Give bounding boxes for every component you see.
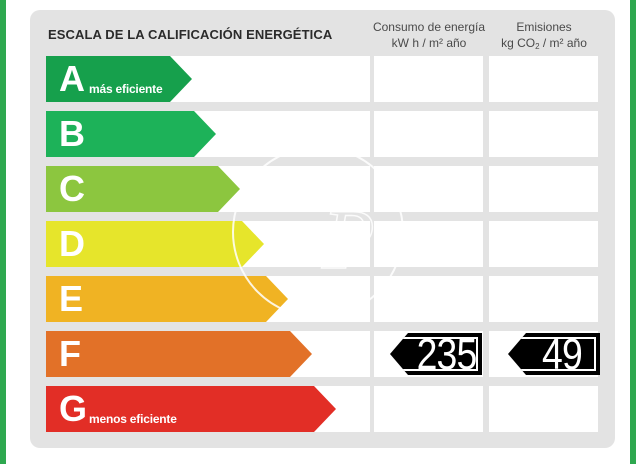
grade-arrow-e: E — [46, 276, 288, 322]
emissions-column-header: Emisiones kg CO2 / m² año — [484, 19, 604, 55]
energy-cell-a — [374, 56, 483, 102]
grade-letter-a: A — [59, 58, 85, 99]
emissions-rating-badge: 49 — [508, 333, 600, 375]
emissions-cell-g — [489, 386, 598, 432]
energy-cell-d — [374, 221, 483, 267]
emissions-unit-suffix: / m² año — [539, 36, 587, 50]
emissions-header-line2: kg CO2 / m² año — [484, 35, 604, 55]
grade-letter-g: G — [59, 388, 88, 429]
emissions-cell-d — [489, 221, 598, 267]
grade-arrow-c: C — [46, 166, 240, 212]
energy-rating-value: 235 — [416, 330, 477, 379]
grade-letter-b: B — [59, 113, 85, 154]
emissions-cell-a — [489, 56, 598, 102]
emissions-cell-c — [489, 166, 598, 212]
energy-cell-b — [374, 111, 483, 157]
grade-letter-e: E — [59, 278, 84, 319]
energy-cell-e — [374, 276, 483, 322]
emissions-unit-subscript: 2 — [535, 42, 540, 51]
emissions-unit-prefix: kg CO — [501, 36, 536, 50]
grade-letter-f: F — [59, 333, 81, 374]
scale-title: ESCALA DE LA CALIFICACIÓN ENERGÉTICA — [48, 27, 333, 42]
energy-column-header: Consumo de energía kW h / m² año — [370, 19, 488, 51]
grade-sublabel-a: más eficiente — [89, 82, 163, 96]
emissions-cell-e — [489, 276, 598, 322]
energy-cell-c — [374, 166, 483, 212]
energy-rating-badge: 235 — [390, 333, 482, 375]
energy-header-line2: kW h / m² año — [391, 36, 467, 50]
energy-header-line1: Consumo de energía — [372, 20, 486, 34]
grade-arrow-f: F — [46, 331, 312, 377]
grade-arrow-b: B — [46, 111, 216, 157]
emissions-cell-b — [489, 111, 598, 157]
emissions-header-line1: Emisiones — [516, 20, 572, 34]
grade-letter-c: C — [59, 168, 85, 209]
grade-letter-d: D — [59, 223, 85, 264]
energy-cell-g — [374, 386, 483, 432]
grade-sublabel-g: menos eficiente — [89, 412, 177, 426]
grade-arrow-d: D — [46, 221, 264, 267]
emissions-rating-value: 49 — [542, 330, 583, 379]
